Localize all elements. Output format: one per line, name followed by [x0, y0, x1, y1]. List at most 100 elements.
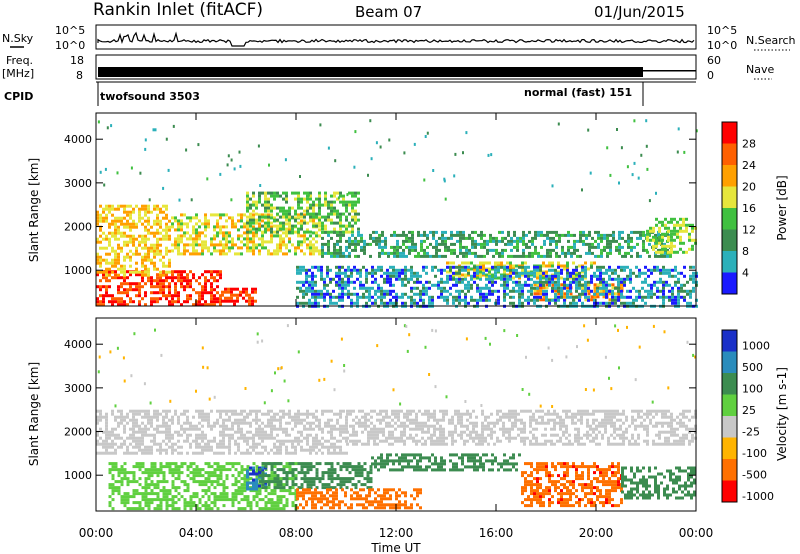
- power-cell: [545, 292, 548, 296]
- velocity-cell: [258, 451, 261, 455]
- power-cell: [189, 252, 192, 256]
- power-cell: [497, 265, 500, 269]
- velocity-cell: [96, 421, 99, 425]
- power-cell: [648, 199, 651, 203]
- power-cell: [467, 261, 470, 265]
- power-cell: [549, 236, 552, 240]
- power-cell: [270, 237, 273, 241]
- power-cell: [423, 248, 426, 252]
- power-cell: [501, 236, 504, 240]
- power-cell: [302, 289, 305, 293]
- velocity-cell: [631, 409, 634, 413]
- velocity-cell: [472, 427, 475, 431]
- power-cell: [359, 268, 362, 272]
- power-cell: [585, 233, 588, 237]
- power-cell: [661, 250, 664, 254]
- power-cell: [228, 231, 231, 235]
- power-cell: [477, 254, 480, 258]
- power-cell: [413, 301, 416, 305]
- power-cell: [441, 233, 444, 237]
- velocity-cell: [183, 409, 186, 413]
- power-cell: [539, 286, 543, 290]
- velocity-cell: [222, 424, 225, 428]
- power-cell: [311, 265, 314, 269]
- power-cell: [338, 265, 341, 269]
- power-cell: [297, 227, 300, 231]
- power-cell: [165, 270, 168, 274]
- power-cell: [245, 299, 248, 303]
- velocity-cell: [664, 439, 667, 443]
- velocity-cell: [96, 433, 99, 437]
- power-cell: [108, 285, 111, 289]
- power-cell: [494, 268, 497, 272]
- power-cell: [147, 216, 150, 220]
- velocity-cell: [237, 445, 240, 449]
- power-cell: [264, 200, 267, 204]
- power-cell: [120, 267, 123, 271]
- power-cell: [626, 274, 629, 278]
- velocity-cell: [616, 409, 619, 413]
- velocity-cell: [111, 439, 114, 443]
- power-cell: [692, 277, 695, 281]
- power-cell: [129, 249, 132, 253]
- power-cell: [323, 295, 326, 299]
- velocity-cell: [391, 433, 394, 437]
- power-cell: [476, 265, 479, 269]
- power-cell: [587, 280, 590, 284]
- power-cell: [357, 239, 360, 243]
- power-cell: [581, 268, 584, 272]
- power-cell: [491, 273, 494, 277]
- velocity-cell: [370, 436, 373, 440]
- power-cell: [288, 212, 291, 216]
- velocity-cell: [400, 430, 403, 434]
- power-cell: [534, 233, 537, 237]
- velocity-cell: [403, 421, 406, 425]
- power-cell: [159, 270, 162, 274]
- power-cell: [126, 303, 129, 307]
- power-cell: [213, 300, 216, 304]
- power-cell: [285, 197, 288, 201]
- power-cell: [659, 271, 662, 275]
- power-cell: [476, 286, 479, 290]
- power-cell: [422, 283, 425, 287]
- power-cell: [168, 228, 171, 232]
- power-cell: [171, 297, 174, 301]
- power-cell: [326, 268, 329, 272]
- power-cell: [396, 233, 399, 237]
- power-cell: [437, 286, 440, 290]
- velocity-cell: [111, 474, 115, 478]
- velocity-cell: [267, 412, 270, 416]
- velocity-cell: [141, 409, 144, 413]
- velocity-cell: [105, 415, 108, 419]
- velocity-cell: [544, 427, 547, 431]
- velocity-cell: [397, 418, 400, 422]
- velocity-cell: [198, 451, 201, 455]
- power-cell: [105, 246, 108, 250]
- power-cell: [617, 274, 620, 278]
- power-cell: [186, 276, 189, 280]
- velocity-cell: [201, 409, 204, 413]
- power-cell: [180, 270, 183, 274]
- power-cell: [425, 289, 428, 293]
- power-cell: [186, 231, 189, 235]
- power-cell: [204, 291, 207, 295]
- power-cell: [243, 213, 246, 217]
- power-cell: [210, 213, 213, 217]
- velocity-cell: [532, 436, 535, 440]
- velocity-cell: [222, 442, 225, 446]
- power-cell: [251, 302, 254, 306]
- velocity-cell: [111, 409, 114, 413]
- power-cell: [467, 301, 470, 305]
- velocity-cell: [346, 412, 349, 416]
- power-cell: [288, 228, 291, 232]
- velocity-cell: [664, 412, 667, 416]
- velocity-cell: [394, 439, 397, 443]
- power-cell: [608, 298, 612, 302]
- velocity-cell: [607, 415, 610, 419]
- power-cell: [342, 224, 345, 228]
- velocity-cell: [406, 436, 409, 440]
- power-cell: [522, 230, 525, 234]
- velocity-cell: [613, 424, 616, 428]
- velocity-cell: [391, 436, 394, 440]
- power-cell: [506, 286, 509, 290]
